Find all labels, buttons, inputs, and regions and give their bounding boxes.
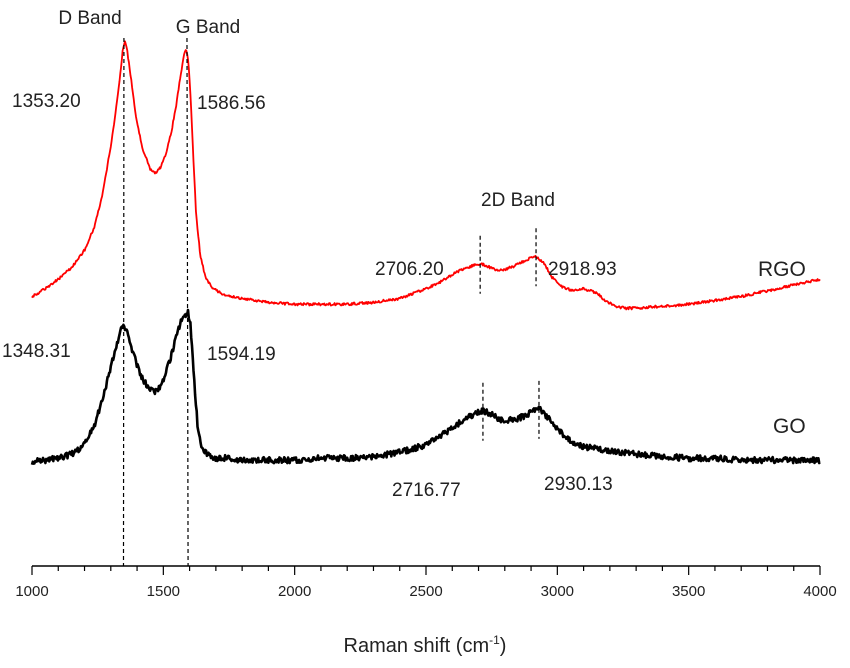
peak-label-rgo: 2918.93 (548, 259, 617, 280)
x-tick-label: 4000 (803, 583, 836, 600)
peak-guide-lines (122, 37, 540, 567)
band-label: 2D Band (481, 190, 555, 211)
x-tick-label: 2500 (409, 583, 442, 600)
series-label-go: GO (773, 415, 806, 438)
peak-label-go: 1594.19 (207, 344, 276, 365)
g-band-guide-line (186, 37, 189, 567)
peak-label-rgo: 1586.56 (197, 93, 266, 114)
x-tick-label: 1000 (15, 583, 48, 600)
x-axis-ticks: 1000 1500 2000 2500 3000 3500 4000 (15, 566, 837, 600)
series-lines (30, 40, 821, 466)
x-tick-label: 3000 (541, 583, 574, 600)
series-line-go (30, 308, 821, 466)
x-axis-title: Raman shift (cm-1) (344, 633, 507, 657)
peak-label-go: 1348.31 (2, 341, 71, 362)
peak-label-go: 2716.77 (392, 480, 461, 501)
annotations: D Band G Band 2D Band 1353.20 1586.56 2706.20… (2, 8, 806, 501)
peak-label-go: 2930.13 (544, 474, 613, 495)
x-tick-label: 3500 (672, 583, 705, 600)
x-tick-label: 2000 (278, 583, 311, 600)
series-line-rgo (31, 40, 821, 311)
series-label-rgo: RGO (758, 258, 806, 281)
peak-label-rgo: 1353.20 (12, 91, 81, 112)
peak-label-rgo: 2706.20 (375, 259, 444, 280)
x-tick-label: 1500 (147, 583, 180, 600)
band-label: G Band (176, 17, 240, 38)
band-label: D Band (58, 8, 121, 29)
